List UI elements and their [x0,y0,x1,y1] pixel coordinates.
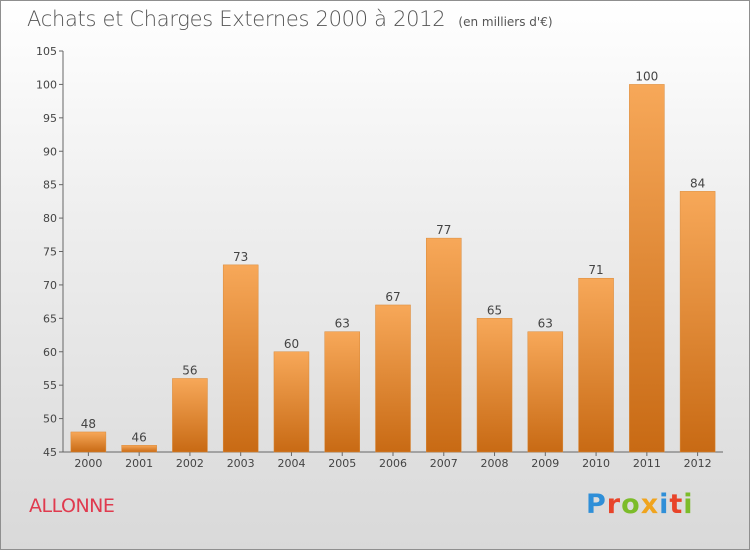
chart-unit: (en milliers d'€) [458,15,553,29]
y-tick-label: 60 [43,346,57,359]
logo-letter: P [586,489,607,520]
axes: 45 50 55 60 65 70 75 80 85 90 95 100 105 2000 2001 2002… [36,45,723,470]
data-label-2001: 46 [132,430,147,444]
y-tick-label: 65 [43,312,57,325]
logo-letter: o [621,489,641,520]
y-tick-label: 90 [43,145,57,158]
bar-2000 [70,431,107,453]
y-tick-label: 75 [43,246,57,259]
y-tick-label: 100 [36,78,57,91]
data-label-2009: 63 [538,317,553,331]
bar-2007 [426,237,462,453]
x-tick-label: 2002 [176,457,204,470]
title-row: Achats et Charges Externes 2000 à 2012 (… [27,7,553,31]
y-tick-label: 50 [43,413,57,426]
x-tick-label: 2007 [430,457,458,470]
y-tick-label: 105 [36,45,57,58]
bar-2008 [476,318,513,453]
data-label-2002: 56 [182,363,197,377]
data-label-2000: 48 [81,417,96,431]
logo-letter: i [683,489,694,520]
data-label-2008: 65 [487,303,502,317]
bar-2003 [222,264,259,453]
data-label-2010: 71 [588,263,603,277]
x-tick-label: 2006 [379,457,407,470]
commune-name: ALLONNE [29,495,115,517]
bar-2005 [324,331,360,453]
y-tick-label: 80 [43,212,57,225]
y-tick-label: 45 [43,446,57,459]
x-tick-label: 2000 [74,457,102,470]
y-tick-label: 55 [43,379,57,392]
data-label-2004: 60 [284,337,299,351]
x-tick-label: 2001 [125,457,153,470]
chart-title: Achats et Charges Externes 2000 à 2012 [27,7,446,31]
x-tick-label: 2008 [481,457,509,470]
data-label-2007: 77 [436,223,451,237]
y-tick-label: 85 [43,179,57,192]
x-tick-label: 2003 [227,457,255,470]
y-tick-label: 95 [43,112,57,125]
logo-letter: t [669,489,684,520]
x-tick-label: 2009 [531,457,559,470]
logo-letter: x [640,489,660,520]
data-label-2011: 100 [635,69,658,83]
bar-2009 [527,331,564,453]
proxiti-logo[interactable]: Proxiti [586,489,694,520]
bar-2010 [578,277,614,453]
y-tick-label: 70 [43,279,57,292]
x-tick-label: 2010 [582,457,610,470]
logo-letter: r [606,489,622,520]
bar-2011 [629,84,665,453]
data-label-2012: 84 [690,176,705,190]
data-label-2005: 63 [335,317,350,331]
x-tick-label: 2012 [684,457,712,470]
bar-2012 [679,191,716,453]
x-tick-label: 2004 [277,457,305,470]
bars [70,84,716,453]
data-label-2006: 67 [385,290,400,304]
bar-2006 [375,304,411,453]
data-label-2003: 73 [233,250,248,264]
bar-2002 [172,378,208,453]
bar-2004 [273,351,310,453]
bar-2001 [121,445,157,453]
logo-letter: i [659,489,670,520]
data-labels: 48 46 56 73 60 63 67 77 65 63 71 100 84 [81,69,706,444]
x-tick-label: 2005 [328,457,356,470]
x-tick-label: 2011 [633,457,661,470]
